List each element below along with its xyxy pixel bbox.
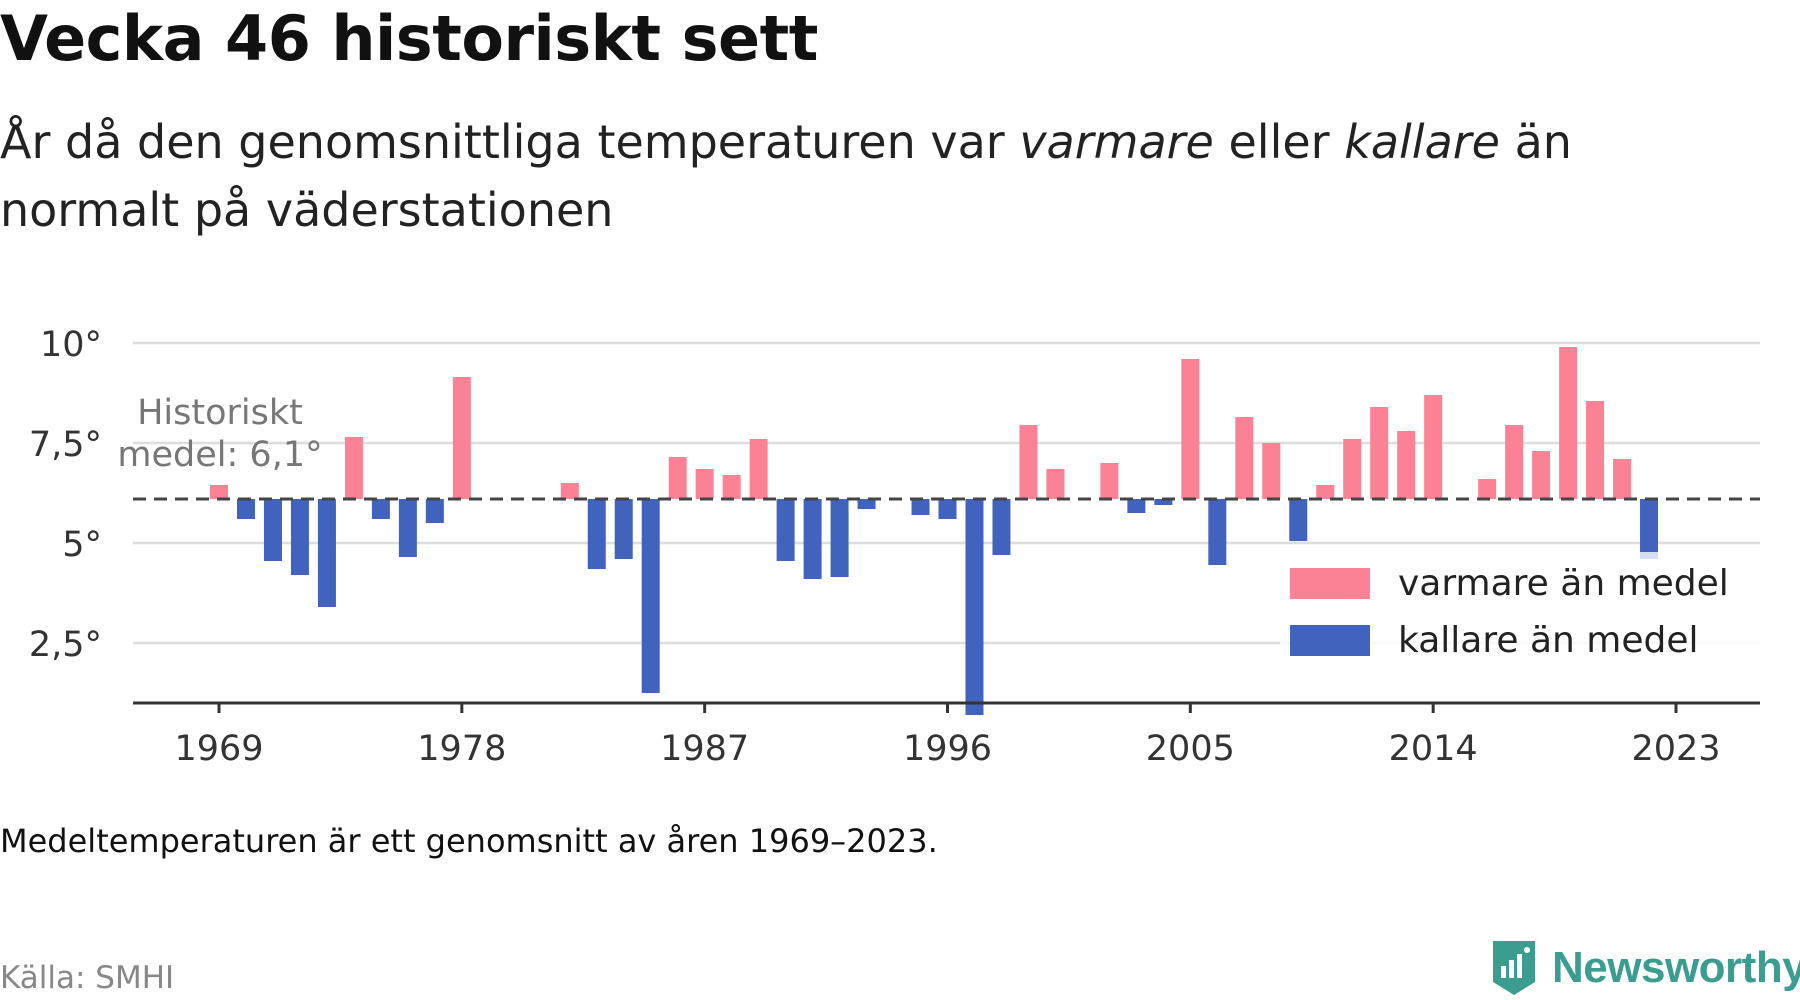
bar-1972 — [290, 499, 309, 575]
legend-swatch-warmer — [1290, 568, 1370, 599]
bar-2006 — [1208, 499, 1227, 565]
legend-label-warmer: varmare än medel — [1398, 563, 1729, 604]
bar-2007 — [1235, 417, 1254, 499]
temperature-bar-chart: 2,5° 5° 7,5° 10° 1969 1978 1987 1996 2005 2014 20… — [29, 325, 1770, 769]
bar-1991 — [803, 499, 822, 579]
bar-2009 — [1289, 499, 1308, 541]
bar-2014 — [1424, 395, 1443, 499]
subtitle-text-1: År då den genomsnittliga temperaturen va… — [0, 115, 1020, 169]
bar-1973 — [317, 499, 336, 607]
bar-1996 — [938, 499, 957, 519]
subtitle-text-3: än normalt på väderstationen — [0, 115, 1572, 237]
y-tick-label: 7,5° — [29, 425, 102, 465]
bar-2021 — [1613, 459, 1632, 499]
bar-1978 — [452, 377, 471, 499]
bar-1995 — [911, 499, 930, 515]
chart-subtitle: År då den genomsnittliga temperaturen va… — [0, 108, 1760, 244]
bar-2011 — [1343, 439, 1362, 499]
source-credit: Källa: SMHI — [0, 960, 175, 996]
bar-1986 — [668, 457, 687, 499]
bar-2022 — [1640, 499, 1659, 559]
legend-swatch-colder — [1290, 625, 1370, 656]
x-tick-label: 1987 — [660, 729, 749, 769]
bar-1976 — [398, 499, 417, 557]
bar-2005 — [1181, 359, 1200, 499]
chart-title: Vecka 46 historiskt sett — [0, 2, 818, 75]
x-tick-label: 2005 — [1146, 729, 1235, 769]
newsworthy-logo-icon — [1493, 941, 1535, 995]
bar-2017 — [1505, 425, 1524, 499]
bar-1983 — [587, 499, 606, 569]
bar-2013 — [1397, 431, 1416, 499]
bar-1998 — [992, 499, 1011, 555]
brand-logo: Newsworthy — [1490, 938, 1800, 998]
bar-2008 — [1262, 443, 1281, 499]
subtitle-emphasis-colder: kallare — [1344, 115, 1500, 169]
bar-1993 — [857, 499, 876, 509]
bar-2018 — [1532, 451, 1551, 499]
bar-1999 — [1019, 425, 1038, 499]
bar-2000 — [1046, 469, 1065, 499]
bar-1975 — [371, 499, 390, 519]
subtitle-emphasis-warmer: varmare — [1019, 115, 1214, 169]
overlay-layer: 1969 1978 1987 1996 2005 2014 2023 varmare än m… — [117, 393, 1770, 769]
bar-1982 — [560, 483, 579, 499]
legend-label-colder: kallare än medel — [1398, 620, 1698, 661]
bar-2012 — [1370, 407, 1389, 499]
bar-2016 — [1478, 479, 1497, 499]
x-tick-label: 1996 — [903, 729, 992, 769]
bar-1990 — [776, 499, 795, 561]
bar-2020 — [1586, 401, 1605, 499]
bar-2010 — [1316, 485, 1335, 499]
bar-1984 — [614, 499, 633, 559]
y-tick-label: 5° — [62, 525, 102, 565]
x-tick-label: 2023 — [1631, 729, 1720, 769]
footnote: Medeltemperaturen är ett genomsnitt av å… — [0, 822, 938, 860]
bar-1977 — [425, 499, 444, 523]
bar-1971 — [263, 499, 282, 561]
average-annotation-line2: medel: 6,1° — [117, 435, 322, 475]
y-tick-label: 2,5° — [29, 625, 102, 665]
y-tick-label: 10° — [40, 325, 102, 365]
bar-2003 — [1127, 499, 1146, 513]
bar-1969 — [210, 485, 228, 499]
bar-2004 — [1154, 499, 1173, 505]
bar-1988 — [722, 475, 741, 499]
bar-1974 — [344, 437, 363, 499]
bar-1989 — [749, 439, 768, 499]
average-annotation-line1: Historiskt — [137, 393, 303, 433]
x-tick-label: 1969 — [174, 729, 263, 769]
subtitle-text-2: eller — [1213, 115, 1345, 169]
bar-1997 — [965, 499, 984, 715]
bar-layer — [210, 347, 1659, 715]
bar-2002 — [1100, 463, 1119, 499]
bar-1987 — [695, 469, 714, 499]
bar-1970 — [236, 499, 255, 519]
x-tick-label: 2014 — [1389, 729, 1478, 769]
bar-2019 — [1559, 347, 1578, 499]
brand-name: Newsworthy — [1552, 943, 1800, 992]
x-tick-label: 1978 — [417, 729, 506, 769]
bar-1985 — [641, 499, 660, 693]
bar-1992 — [830, 499, 849, 577]
